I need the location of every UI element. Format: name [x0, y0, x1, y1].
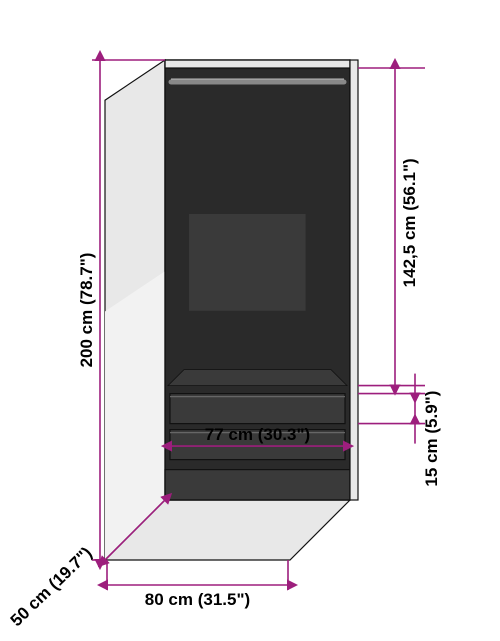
label-width: 80 cm (31.5") — [145, 590, 250, 609]
label-upper-height: 142,5 cm (56.1") — [400, 158, 419, 287]
label-depth: 50 cm (19.7") — [7, 543, 96, 630]
label-drawer-width: 77 cm (30.3") — [205, 425, 310, 444]
label-drawer-height: 15 cm (5.9") — [422, 391, 441, 487]
label-height-total: 200 cm (78.7") — [77, 253, 96, 368]
diagram-stage: 200 cm (78.7") 142,5 cm (56.1") 15 cm (5… — [0, 0, 500, 641]
wardrobe-body — [105, 60, 358, 560]
